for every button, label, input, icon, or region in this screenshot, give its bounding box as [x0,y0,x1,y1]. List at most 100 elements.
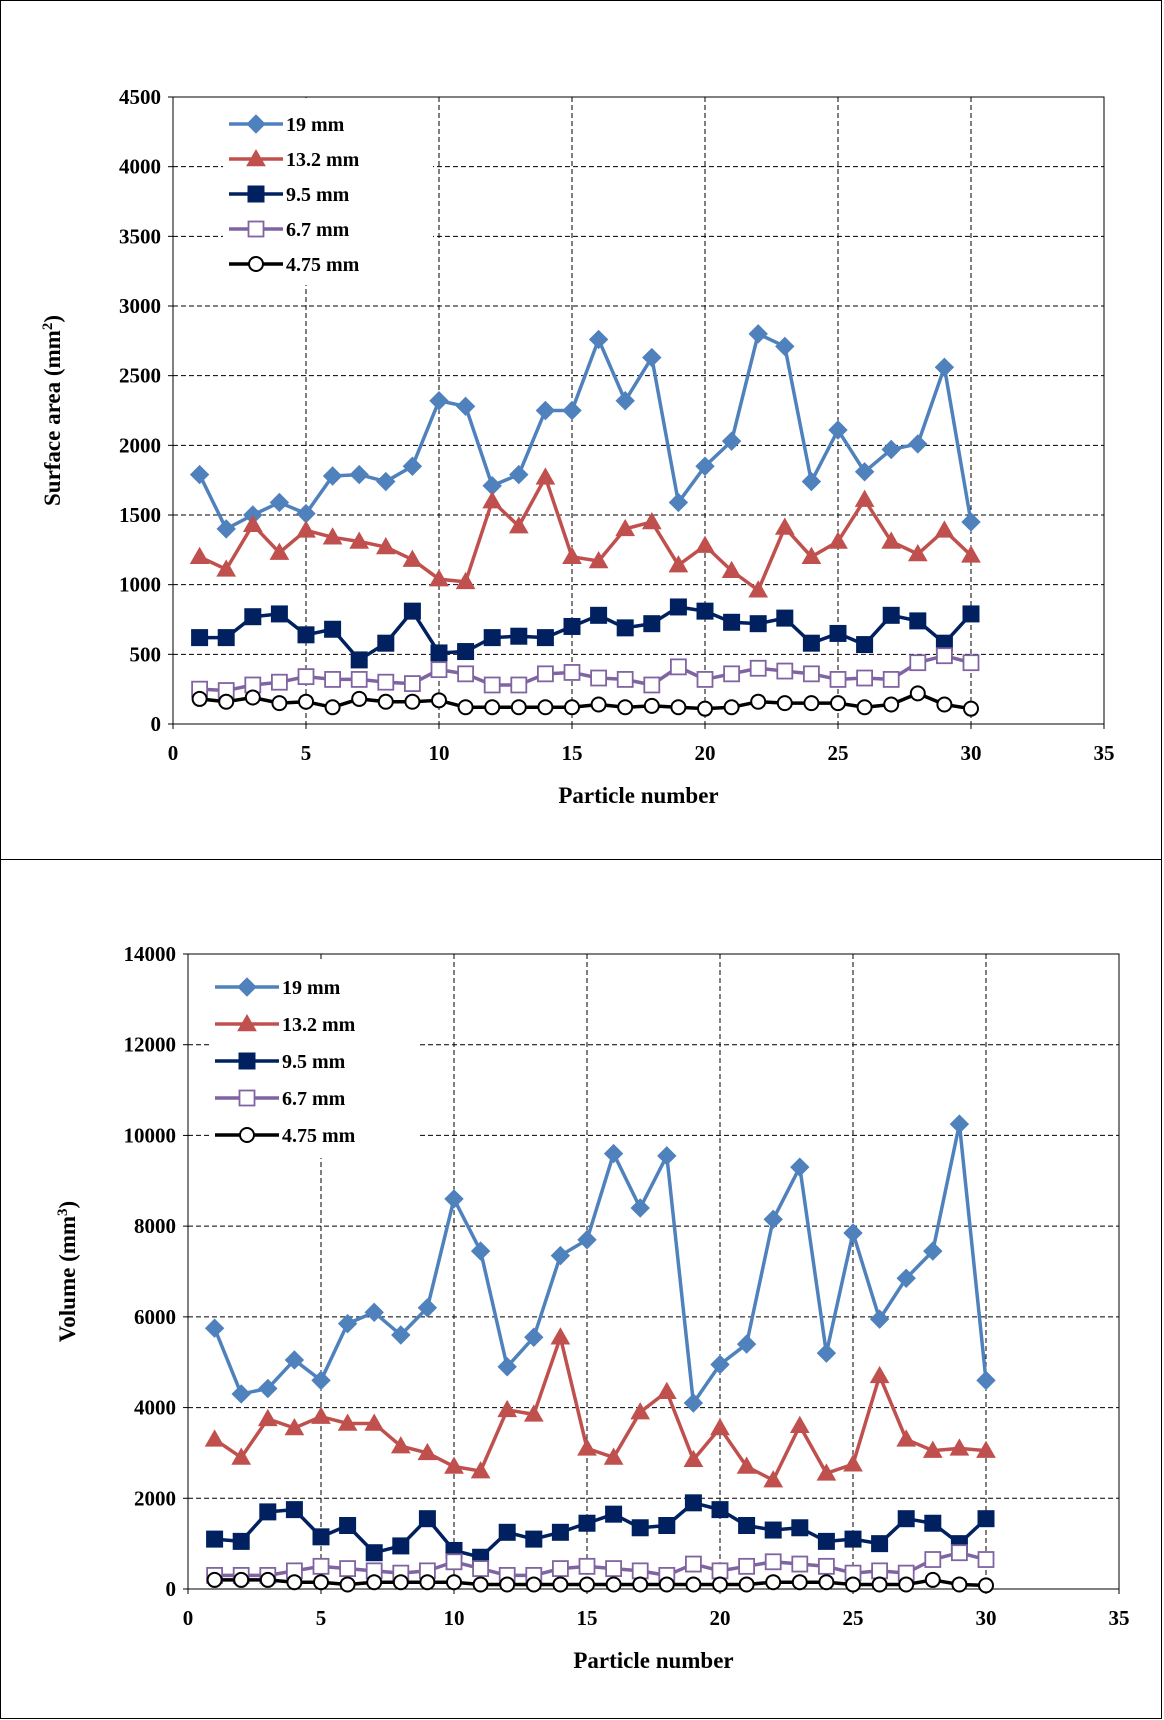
data-point [322,466,343,486]
x-tick-label: 35 [1094,741,1115,765]
legend-label: 4.75 mm [286,254,360,276]
data-point [392,1574,409,1591]
data-point [749,615,767,633]
data-point [429,569,449,587]
data-point [696,671,714,688]
data-point [457,643,475,661]
data-point [270,673,288,691]
data-point [445,1553,463,1571]
data-point [446,1574,462,1591]
y-axis-label-main: Surface area (mm [40,330,65,506]
data-point [417,1298,438,1318]
data-point [578,1557,596,1575]
data-point [508,516,529,534]
data-point [551,1523,569,1541]
series-line [199,691,972,711]
series-line [198,332,973,531]
data-point [349,464,369,485]
data-point [830,695,846,712]
series-line [212,1122,988,1405]
series-line [199,653,972,693]
data-point [550,1245,571,1266]
data-point [390,1436,411,1454]
y-axis-label: Surface area (mm2) [40,315,65,506]
data-point [695,456,715,476]
x-tick-label: 35 [1109,1606,1130,1630]
series-6-7-mm [191,647,980,699]
data-point [455,571,476,590]
x-tick-label: 15 [577,1606,598,1630]
data-point [364,1413,385,1431]
data-point [324,671,342,688]
legend-marker [246,148,266,167]
data-point [535,400,556,421]
x-tick-label: 10 [429,741,450,765]
legend: 19 mm 13.2 mm 9.5 mm 6.7 mm 4.75 mm [209,961,419,1158]
series-line [199,605,973,662]
data-point [763,1470,784,1488]
data-point [552,1576,569,1593]
series-4-75-mm [206,1571,994,1594]
data-point [791,1574,808,1591]
data-point [312,1557,330,1575]
legend-marker [238,1052,256,1070]
data-point [376,471,396,492]
x-tick-label: 30 [976,1606,997,1630]
data-point [632,1576,649,1593]
x-axis-label: Particle number [573,1648,733,1673]
data-point [801,471,822,492]
data-point [189,546,210,565]
data-point [337,1313,358,1334]
data-point [765,1574,782,1591]
data-point [377,693,394,710]
data-point [854,489,875,507]
y-tick-label: 500 [130,642,162,666]
data-point [882,606,900,624]
x-tick-label: 25 [828,741,849,765]
data-point [856,699,873,716]
data-point [909,654,927,672]
legend-label: 4.75 mm [282,1125,356,1147]
data-point [685,1576,702,1593]
data-point [285,1501,303,1519]
data-point [417,1442,438,1461]
data-point [286,1574,303,1591]
legend-marker [248,256,264,272]
data-point [189,464,210,485]
series-13-2-mm [189,467,981,598]
data-point [869,1309,890,1329]
data-point [270,605,288,623]
data-point [818,1557,835,1575]
data-point [908,434,928,454]
data-point [803,665,820,683]
data-point [509,464,529,485]
y-tick-label: 1000 [119,573,161,597]
series-9-5-mm [191,598,980,669]
data-point [723,665,740,683]
data-point [949,1438,970,1456]
x-tick-label: 25 [843,1606,864,1630]
data-point [803,695,820,712]
data-point [313,1574,329,1591]
data-point [510,676,528,694]
data-point [605,1576,622,1593]
x-tick-label: 20 [695,741,716,765]
data-point [817,1532,835,1550]
data-point [402,456,423,476]
data-point [350,651,368,669]
data-point [882,671,900,688]
data-point [736,1456,757,1474]
y-axis-label-end: ) [40,315,65,323]
legend-label: 13.2 mm [282,1014,356,1036]
data-point [563,617,581,635]
y-tick-label: 1500 [119,503,161,527]
data-point [936,647,953,665]
data-point [723,613,741,631]
data-point [721,431,742,451]
data-point [284,1417,305,1436]
data-point [588,329,609,350]
data-point [922,1440,943,1458]
data-point [748,324,768,344]
data-point [934,357,955,378]
data-point [351,690,368,707]
